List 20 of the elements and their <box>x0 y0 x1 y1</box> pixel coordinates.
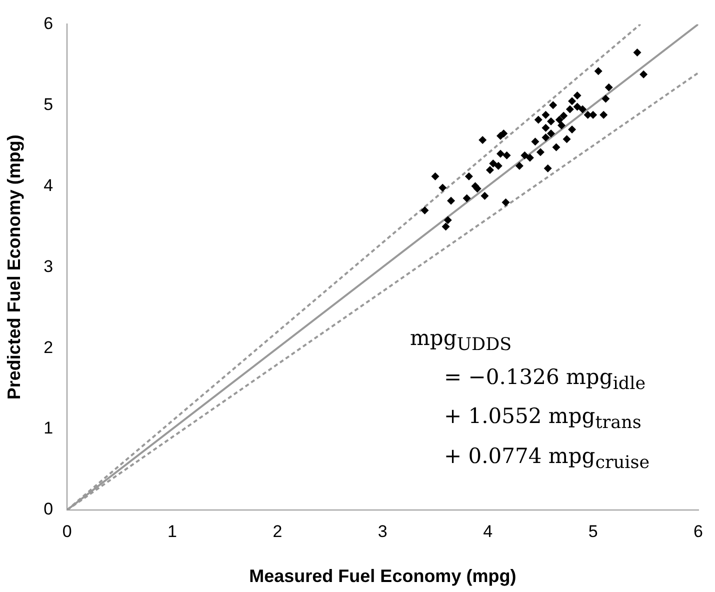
y-tick-label: 4 <box>44 176 54 195</box>
y-tick-label: 0 <box>44 500 54 519</box>
x-tick-label: 3 <box>378 522 388 541</box>
annotation: + 1.0552 mpg$_{trans}$ <box>443 403 642 436</box>
y-tick-label: 3 <box>44 256 54 276</box>
x-tick-label: 5 <box>588 522 598 541</box>
annotation: = −0.1326 mpg$_{idle}$ <box>443 364 647 396</box>
x-axis-title: Measured Fuel Economy (mpg) <box>249 566 516 586</box>
y-tick-label: 1 <box>44 418 54 438</box>
y-tick-label: 5 <box>44 94 54 114</box>
annotation: + 0.0774 mpg$_{cruise}$ <box>443 442 650 475</box>
x-tick-label: 2 <box>272 522 282 541</box>
y-tick-label: 2 <box>44 338 54 357</box>
annotation: mpg$_{UDDS}$ <box>410 325 513 358</box>
y-tick-label: 6 <box>44 14 54 33</box>
y-axis-title: Predicted Fuel Economy (mpg) <box>4 134 24 400</box>
x-tick-label: 4 <box>483 522 493 541</box>
x-tick-label: 6 <box>694 522 704 541</box>
x-tick-label: 0 <box>62 522 72 541</box>
x-tick-label: 1 <box>168 522 177 541</box>
